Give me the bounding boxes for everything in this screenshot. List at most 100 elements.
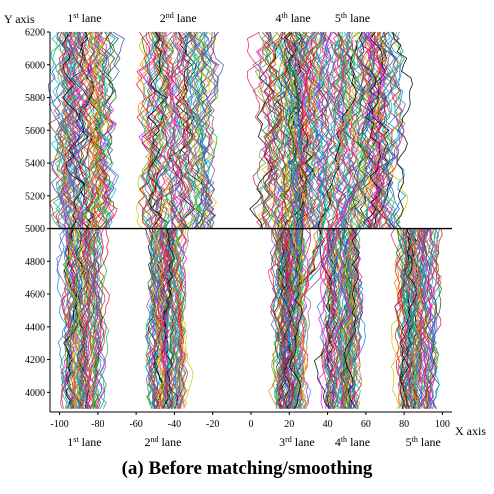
- lower-lane-2-trajectory-29: [144, 228, 162, 409]
- upper-lane-4-trajectory-68: [363, 31, 389, 229]
- y-tick-label: 4200: [25, 355, 45, 366]
- transition-trajectory-22: [277, 40, 305, 295]
- y-tick-label: 5000: [25, 224, 45, 235]
- upper-lane-1-trajectory-39: [49, 31, 73, 229]
- upper-lane-1-trajectory-54: [87, 31, 109, 229]
- upper-lane-4-trajectory-54: [381, 31, 405, 229]
- upper-lane-3-trajectory-70: [283, 31, 315, 229]
- transition-trajectory-17: [280, 39, 295, 295]
- upper-lane-1-trajectory-62: [88, 31, 115, 229]
- upper-lane-1-trajectory-26: [87, 31, 105, 229]
- lower-lane-2-trajectory-46: [164, 228, 183, 409]
- lower-lane-5-trajectory-69: [394, 228, 414, 409]
- y-tick-label: 4400: [25, 322, 45, 333]
- lower-lane-2-trajectory-48: [170, 228, 182, 409]
- lower-lane-3-trajectory-26: [270, 228, 291, 409]
- upper-lane-2-trajectory-65: [200, 31, 216, 229]
- lower-lane-1-trajectory-66: [73, 228, 86, 409]
- upper-lane-4-trajectory-29: [383, 31, 408, 229]
- upper-lane-2-trajectory-43: [194, 31, 218, 229]
- upper-lane-2-trajectory-57: [147, 31, 167, 229]
- upper-lane-4-trajectory-67: [357, 31, 382, 229]
- lower-lane-5-trajectory-50: [412, 228, 429, 409]
- lower-lane-4-trajectory-51: [313, 228, 333, 409]
- y-tick-label: 4800: [25, 257, 45, 268]
- upper-lane-2-trajectory-46: [173, 31, 193, 229]
- upper-lane-4-trajectory-50: [343, 31, 375, 229]
- lower-lane-5-trajectory-63: [413, 228, 426, 409]
- lower-lane-2-trajectory-68: [169, 228, 183, 409]
- bottom-lane-label-2: 2nd lane: [144, 435, 181, 449]
- lower-lane-2-trajectory-59: [145, 228, 163, 409]
- x-tick-label: -100: [50, 419, 68, 430]
- bottom-lane-label-1: 1st lane: [67, 435, 101, 449]
- lower-lane-1-trajectory-68: [85, 228, 100, 409]
- lower-lane-4-trajectory-58: [336, 228, 352, 409]
- x-tick-label: -20: [206, 419, 219, 430]
- x-tick-label: -60: [129, 419, 142, 430]
- lower-lane-3-trajectory-58: [272, 228, 290, 409]
- lower-lane-3-trajectory-46: [270, 228, 284, 409]
- upper-lane-4-trajectory-12: [350, 31, 380, 229]
- upper-lane-1-trajectory-55: [65, 31, 88, 229]
- lower-lane-4-trajectory-45: [325, 228, 337, 409]
- upper-lane-4-trajectory-45: [349, 31, 372, 229]
- upper-lane-1-trajectory-70: [82, 31, 110, 229]
- transition-trajectory-16: [286, 40, 308, 295]
- x-axis-label: X axis: [455, 424, 486, 438]
- lower-lane-4-trajectory-67: [343, 228, 360, 409]
- upper-lane-2-trajectory-51: [135, 31, 157, 229]
- transition-trajectory-5: [286, 40, 320, 295]
- upper-lane-4-trajectory-64: [338, 31, 366, 229]
- y-tick-label: 5200: [25, 191, 45, 202]
- lower-lane-1-trajectory-14: [92, 228, 110, 409]
- trajectory-lines: [47, 31, 443, 409]
- upper-lane-3-trajectory-43: [263, 31, 283, 229]
- top-lane-label-3: 4th lane: [275, 11, 310, 25]
- upper-lane-2-trajectory-58: [168, 31, 195, 229]
- lower-lane-3-trajectory-68: [276, 228, 291, 409]
- upper-lane-3-trajectory-42: [252, 31, 282, 229]
- upper-lane-3-trajectory-13: [254, 31, 280, 229]
- lower-lane-2-trajectory-66: [171, 228, 187, 409]
- lower-lane-1-trajectory-62: [85, 228, 103, 409]
- upper-lane-2-trajectory-32: [139, 31, 175, 229]
- upper-lane-1-trajectory-61: [90, 31, 115, 229]
- x-tick-label: 0: [249, 419, 254, 430]
- lower-lane-1-trajectory-60: [63, 228, 79, 409]
- lower-lane-3-trajectory-65: [291, 228, 306, 409]
- lower-lane-4-trajectory-5: [338, 228, 353, 409]
- upper-lane-2-trajectory-66: [167, 31, 187, 229]
- y-tick-label: 6200: [25, 28, 45, 39]
- upper-lane-4-trajectory-62: [343, 31, 366, 229]
- transition-trajectory-23: [280, 39, 302, 295]
- upper-lane-3-trajectory-57: [311, 31, 331, 229]
- y-tick-label: 5800: [25, 93, 45, 104]
- bottom-lane-label-3: 3rd lane: [279, 435, 315, 449]
- bottom-lane-label-5: 5th lane: [406, 435, 441, 449]
- lower-lane-4-trajectory-49: [347, 228, 364, 409]
- x-tick-label: 100: [435, 419, 450, 430]
- lower-lane-1-trajectory-69: [67, 228, 82, 409]
- upper-lane-1-trajectory-46: [62, 31, 94, 229]
- upper-lane-2-trajectory-48: [149, 31, 172, 229]
- axes: 4000 4200 4400 4600 4800 5000 5200 5400 5600 5800…: [25, 11, 452, 449]
- upper-lane-2-trajectory-59: [176, 31, 203, 229]
- lower-lane-1-trajectory-47: [61, 228, 79, 409]
- upper-lane-1-trajectory-64: [61, 31, 89, 229]
- upper-lane-1-trajectory-56: [64, 31, 90, 229]
- upper-lane-3-trajectory-47: [275, 31, 299, 229]
- lower-lane-1-trajectory-59: [76, 228, 92, 409]
- x-tick-label: 40: [323, 419, 333, 430]
- lower-lane-4-trajectory-64: [339, 228, 352, 409]
- upper-lane-4-trajectory-58: [375, 31, 393, 229]
- upper-lane-2-trajectory-67: [189, 31, 210, 229]
- top-lane-label-2: 2nd lane: [160, 11, 197, 25]
- upper-lane-4-trajectory-60: [365, 31, 390, 229]
- upper-lane-1-trajectory-66: [54, 31, 76, 229]
- lower-lane-2-trajectory-58: [159, 228, 175, 409]
- lower-lane-4-trajectory-69: [328, 228, 344, 409]
- y-tick-label: 5400: [25, 159, 45, 170]
- transition-trajectory-25: [283, 40, 307, 295]
- x-tick-label: -80: [91, 419, 104, 430]
